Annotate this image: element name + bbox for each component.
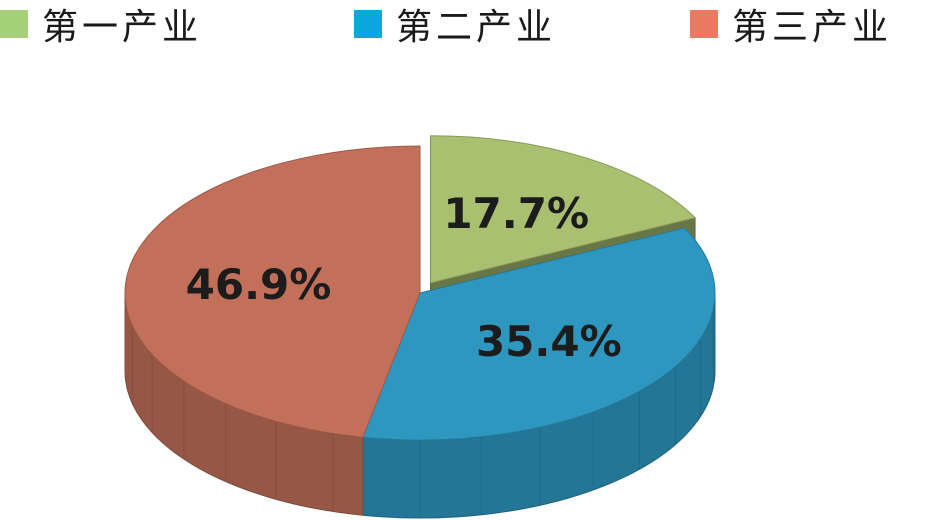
legend-swatch-secondary xyxy=(354,10,382,38)
legend: 第一产业 第二产业 第三产业 xyxy=(0,0,926,50)
pie-slice-secondary xyxy=(362,227,716,441)
pie-label-secondary: 35.4% xyxy=(476,317,622,366)
legend-swatch-primary xyxy=(0,10,28,38)
legend-item-secondary: 第二产业 xyxy=(354,4,556,48)
pie-label-tertiary: 46.9% xyxy=(186,260,332,309)
legend-swatch-tertiary xyxy=(690,10,718,38)
pie-label-primary: 17.7% xyxy=(443,189,589,238)
pie-tops xyxy=(124,135,716,441)
legend-item-tertiary: 第三产业 xyxy=(690,4,892,48)
pie-labels: 17.7% 35.4% 46.9% xyxy=(186,189,622,366)
legend-label-primary: 第一产业 xyxy=(42,7,203,48)
legend-item-primary: 第一产业 xyxy=(0,4,202,48)
pie-slice-primary xyxy=(430,135,697,284)
pie-slice-tertiary xyxy=(124,145,421,438)
legend-label-secondary: 第二产业 xyxy=(396,7,557,48)
legend-label-tertiary: 第三产业 xyxy=(732,7,893,48)
